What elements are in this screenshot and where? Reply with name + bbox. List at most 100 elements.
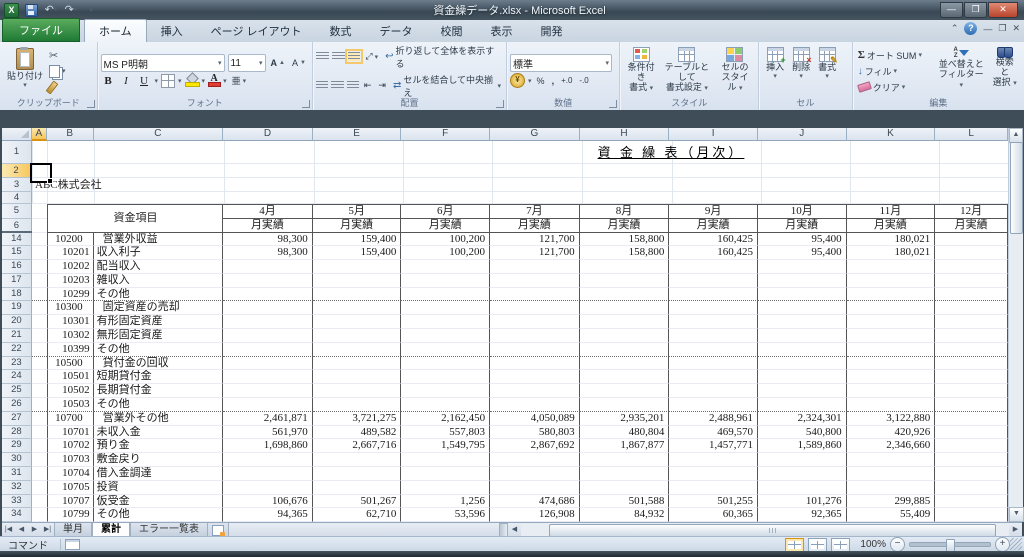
column-header[interactable]: K [846, 128, 936, 141]
row-header[interactable]: 23 [2, 356, 32, 371]
increase-decimal-button[interactable]: +.0 [561, 76, 573, 85]
cell[interactable] [312, 315, 402, 330]
align-top-icon[interactable] [316, 52, 329, 61]
cell[interactable] [401, 467, 491, 481]
cell[interactable] [579, 287, 670, 302]
cell[interactable] [579, 342, 670, 357]
ribbon-tab[interactable]: 表示 [490, 26, 513, 38]
cell[interactable]: 月実績 [312, 218, 402, 233]
row-header[interactable]: 15 [2, 246, 32, 261]
shrink-font-button[interactable]: A ▼ [291, 58, 306, 68]
cell[interactable]: 580,803 [490, 425, 580, 440]
macro-record-icon[interactable] [65, 539, 80, 550]
grow-font-button[interactable]: A ▲ [270, 58, 285, 68]
cell[interactable] [223, 370, 313, 385]
cell[interactable] [401, 287, 491, 302]
column-header[interactable]: I [669, 128, 758, 141]
cell[interactable]: 95,400 [757, 246, 847, 261]
conditional-formatting-button[interactable]: 条件付き 書式 ▾ [623, 45, 659, 97]
row-header[interactable]: 31 [2, 467, 32, 481]
number-dialog-launcher[interactable] [609, 100, 618, 108]
cell[interactable] [31, 370, 47, 385]
cell[interactable] [757, 356, 847, 371]
delete-cells-button[interactable]: × 削除 ▾ [788, 45, 814, 97]
cell[interactable]: 10301 [46, 315, 94, 330]
cell[interactable] [312, 480, 402, 495]
column-header[interactable]: H [579, 128, 670, 141]
cell[interactable] [31, 495, 47, 509]
cell[interactable]: 2,667,716 [312, 439, 402, 454]
cell[interactable] [31, 274, 47, 288]
page-break-view-icon[interactable] [831, 537, 850, 552]
align-bottom-icon[interactable] [344, 49, 364, 64]
cell[interactable]: 敷金戻り [93, 453, 224, 468]
cell[interactable] [31, 508, 47, 522]
cell[interactable] [401, 329, 491, 343]
row-header[interactable]: 34 [2, 508, 32, 522]
comma-style-button[interactable]: , [551, 75, 555, 86]
cell[interactable] [31, 453, 47, 468]
cell[interactable] [757, 370, 847, 385]
cell[interactable] [401, 453, 491, 468]
cell[interactable] [401, 398, 491, 412]
cell[interactable] [579, 273, 670, 288]
cell[interactable] [846, 467, 936, 481]
cell[interactable] [46, 204, 224, 219]
scroll-left-icon[interactable]: ◀ [511, 526, 518, 533]
cell[interactable]: 貸付金の回収 [93, 356, 224, 371]
number-format-select[interactable]: 標準 ▾ [510, 54, 613, 72]
cell[interactable] [31, 426, 47, 440]
cell[interactable] [579, 370, 670, 385]
cell[interactable]: 100,200 [401, 246, 491, 261]
format-painter-button[interactable] [45, 80, 68, 95]
cell[interactable] [846, 301, 936, 316]
cell[interactable]: 営業外その他 [93, 411, 224, 426]
cell[interactable] [579, 480, 670, 495]
row-header[interactable]: 17 [2, 273, 32, 288]
cell[interactable]: 雑収入 [93, 273, 224, 288]
cell[interactable] [757, 384, 847, 399]
cell[interactable] [846, 480, 936, 495]
cell[interactable] [935, 425, 1008, 440]
italic-button[interactable]: I [124, 74, 128, 87]
cell[interactable] [757, 398, 847, 412]
next-sheet-icon[interactable]: ▶ [31, 526, 38, 533]
cell[interactable] [935, 260, 1008, 274]
row-header[interactable]: 28 [2, 425, 32, 440]
cell[interactable]: 10701 [46, 425, 94, 440]
tab-split-handle[interactable] [499, 523, 508, 537]
cell[interactable]: 10200 [46, 232, 94, 247]
cell[interactable] [31, 412, 47, 426]
cell[interactable] [312, 342, 402, 357]
cell[interactable] [757, 329, 847, 343]
row-header[interactable]: 27 [2, 411, 32, 426]
cell[interactable]: 100,200 [401, 232, 491, 247]
cell[interactable]: 1,589,860 [757, 439, 847, 454]
cell[interactable]: 10502 [46, 384, 94, 399]
align-middle-icon[interactable] [331, 52, 345, 61]
cell[interactable]: 10703 [46, 453, 94, 468]
cell[interactable] [490, 356, 580, 371]
cell[interactable] [312, 370, 402, 385]
cell[interactable] [935, 411, 1008, 426]
cell[interactable] [935, 467, 1008, 481]
cell[interactable] [490, 384, 580, 399]
cell[interactable] [31, 398, 47, 412]
zoom-slider[interactable] [909, 539, 991, 552]
cell[interactable]: 126,908 [490, 508, 580, 522]
cell[interactable]: 94,365 [223, 508, 313, 522]
cell[interactable] [32, 164, 1008, 178]
row-header[interactable]: 20 [2, 315, 32, 330]
row-header[interactable]: 29 [2, 439, 32, 454]
cell[interactable]: 4月 [223, 204, 313, 219]
cell[interactable] [579, 301, 670, 316]
cell[interactable] [32, 192, 1008, 204]
cell[interactable] [757, 342, 847, 357]
cell[interactable] [669, 301, 758, 316]
cell[interactable] [223, 480, 313, 495]
scroll-right-icon[interactable]: ▶ [1012, 526, 1019, 533]
phonetic-button[interactable]: 亜 ▾ [231, 76, 247, 86]
cell[interactable]: 121,700 [490, 232, 580, 247]
row-header[interactable]: 5 [2, 204, 32, 219]
column-header[interactable]: D [223, 128, 313, 141]
